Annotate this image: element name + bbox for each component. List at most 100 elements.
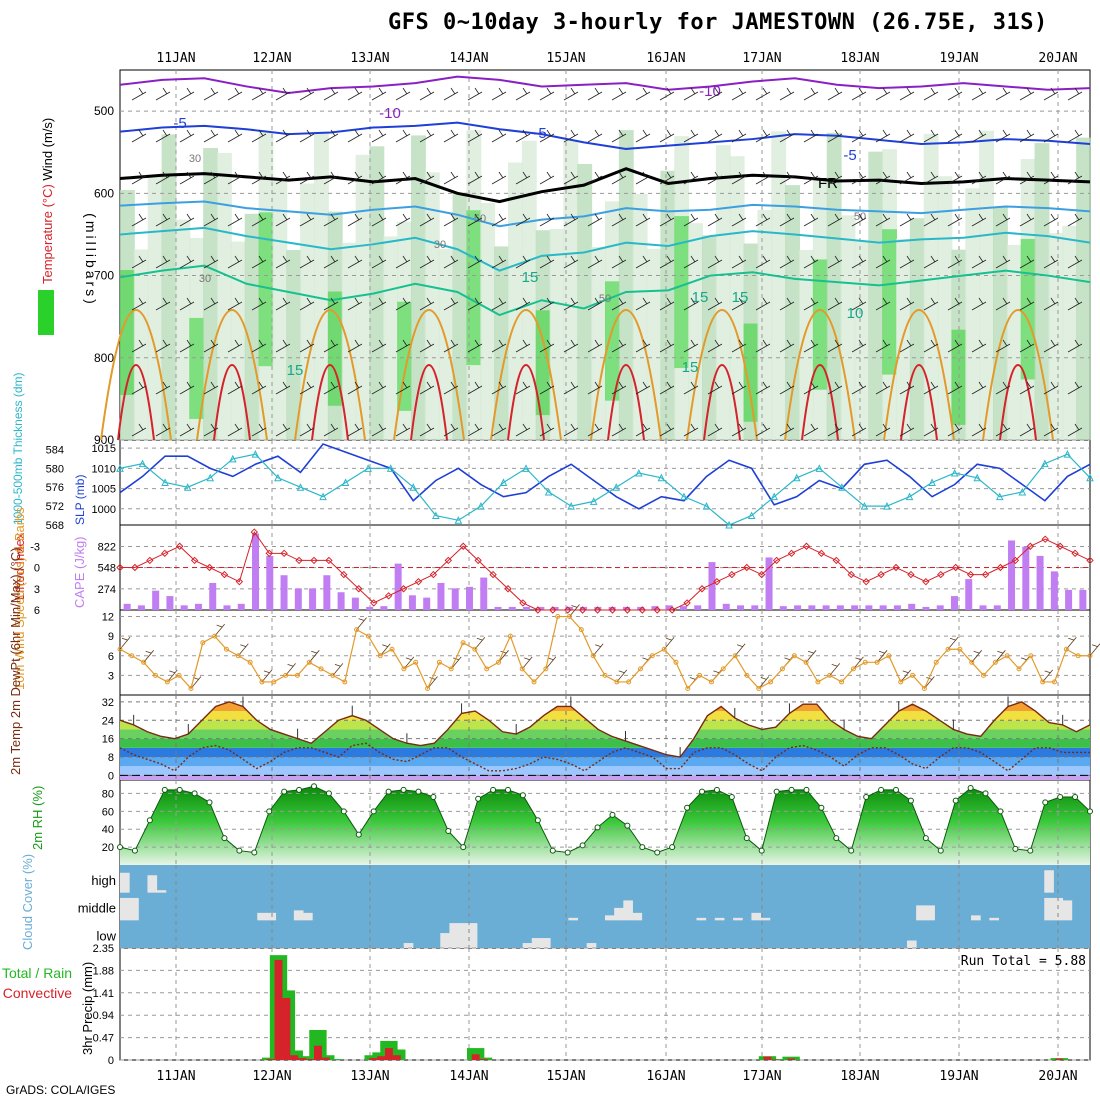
upper-air-units: (millibars) [83, 213, 99, 307]
wind-barb [491, 255, 507, 269]
wind-barb [419, 255, 435, 269]
wind-speed-point [330, 672, 336, 678]
wind-barb [347, 381, 363, 395]
thickness-line [119, 453, 1091, 526]
wind-barb [515, 339, 531, 353]
li-point [638, 606, 647, 614]
wind-speed-point [1004, 653, 1010, 659]
wind-barb [443, 339, 459, 353]
cloud-bar-low [467, 923, 478, 948]
rh-point [311, 783, 317, 790]
rh-shade-column [729, 156, 745, 440]
thickness-point [116, 464, 124, 472]
wind-barb [443, 423, 459, 437]
wind-barb [131, 297, 147, 311]
wind-barb [1067, 255, 1083, 269]
y-tick-label: 0.94 [93, 1010, 114, 1022]
thickness-point [973, 473, 982, 482]
cloud-bar-low [531, 938, 542, 948]
wind-barb [875, 255, 891, 269]
wind-barb [899, 171, 915, 185]
wind-barb [635, 297, 651, 311]
wind-speed-point [200, 640, 206, 646]
wind-barb [443, 297, 459, 311]
wind-barb [443, 381, 459, 395]
contour-label: 30 [189, 153, 201, 165]
wind-barb [659, 213, 675, 227]
rh-point [1057, 794, 1064, 800]
wind-barb [563, 423, 579, 437]
rh-shade-column [1076, 137, 1091, 440]
wind-barb [1067, 87, 1083, 101]
cape-bar [1050, 571, 1058, 610]
li-point [966, 570, 975, 579]
li-point [653, 606, 661, 614]
wind-barb [851, 87, 867, 101]
wind-barb [539, 423, 555, 437]
wind-barb [131, 213, 147, 227]
thickness-point [274, 473, 282, 482]
rh-point [206, 799, 213, 806]
li-point [534, 606, 542, 614]
cloud-bar-middle [303, 912, 313, 921]
cape-bar [608, 606, 616, 610]
precip-convective-bar [392, 1055, 401, 1060]
thickness-point [747, 511, 756, 520]
wind-barb [827, 129, 843, 143]
wind-barb [251, 171, 267, 185]
wind-barb [347, 297, 363, 311]
wind-barb [299, 171, 315, 185]
wind-barb [1067, 213, 1083, 227]
wind-barb [299, 423, 315, 437]
wind-barb [803, 255, 819, 269]
wind-barb [491, 423, 507, 437]
wind-speed-point [898, 679, 904, 685]
rh-shade-column [646, 248, 662, 440]
right-tick-label: 1010 [92, 463, 116, 475]
y-tick-label: 600 [94, 186, 114, 200]
bottom-x-tick-label: 12JAN [252, 1069, 291, 1084]
wind-barb [539, 255, 555, 269]
li-point [728, 570, 736, 579]
cloud-bar-middle [568, 917, 579, 921]
wind-barb [875, 87, 891, 101]
wind-barb [227, 297, 243, 311]
wind-barb [611, 297, 627, 311]
left-tick-label: 584 [46, 444, 64, 456]
thickness-point [589, 497, 598, 505]
thickness-point [702, 501, 711, 510]
cape-bar [394, 563, 402, 610]
wind-speed-point [744, 672, 750, 678]
li-point [1056, 542, 1064, 550]
cape-bar [537, 606, 545, 610]
li-point [698, 585, 706, 593]
wind-barb [203, 339, 219, 353]
wind-barb [515, 297, 531, 311]
wind-barb [356, 617, 367, 630]
wind-speed-point [306, 659, 312, 665]
wind-barb [731, 129, 747, 143]
cloud-bar-middle [916, 905, 926, 921]
wind-speed-point [413, 659, 419, 665]
wind-speed-point [1028, 653, 1034, 659]
wind-barb [851, 171, 867, 185]
cape-bar [551, 606, 559, 610]
wind-barb [419, 423, 435, 437]
thickness-point [499, 478, 508, 486]
wind-barb [971, 129, 987, 143]
rh-point [758, 847, 765, 854]
cloud-bar-high [1044, 870, 1054, 893]
wind-speed-point [176, 672, 182, 678]
wind-barb [299, 339, 315, 353]
rh-point [997, 808, 1004, 815]
cloud-bar-low [540, 938, 551, 948]
rh-shade-column [632, 194, 648, 440]
li-point [1041, 535, 1049, 543]
wind-barb [491, 381, 507, 395]
wind-barb [779, 213, 795, 227]
wind-barb [971, 171, 987, 185]
wind-barb [635, 87, 651, 101]
rh-point [281, 788, 288, 795]
precip-total-bar [317, 1055, 335, 1060]
cloud-bar-middle [1062, 900, 1073, 921]
